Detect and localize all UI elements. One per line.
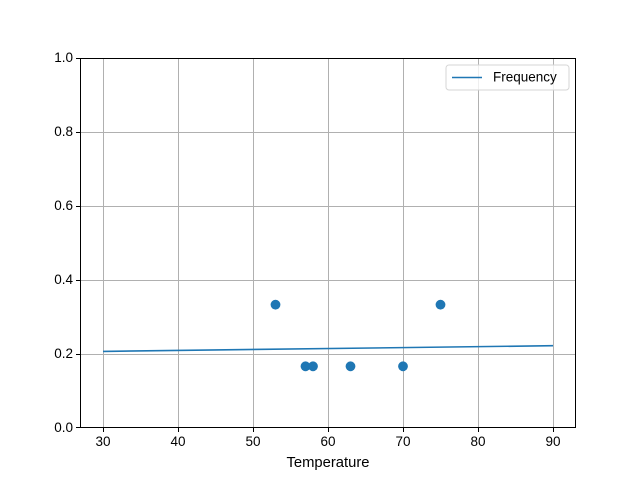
svg-text:Temperature: Temperature	[286, 455, 369, 471]
svg-text:50: 50	[245, 434, 260, 449]
svg-text:0.2: 0.2	[54, 346, 73, 361]
svg-text:1.0: 1.0	[54, 50, 73, 65]
svg-text:0.4: 0.4	[54, 272, 73, 287]
svg-text:70: 70	[395, 434, 410, 449]
svg-text:30: 30	[95, 434, 110, 449]
svg-text:0.6: 0.6	[54, 198, 73, 213]
svg-text:0.8: 0.8	[54, 124, 73, 139]
svg-text:90: 90	[545, 434, 560, 449]
svg-text:Frequency: Frequency	[493, 70, 557, 85]
svg-text:40: 40	[170, 434, 185, 449]
svg-text:80: 80	[470, 434, 485, 449]
svg-text:0.0: 0.0	[54, 420, 73, 435]
svg-text:60: 60	[320, 434, 335, 449]
